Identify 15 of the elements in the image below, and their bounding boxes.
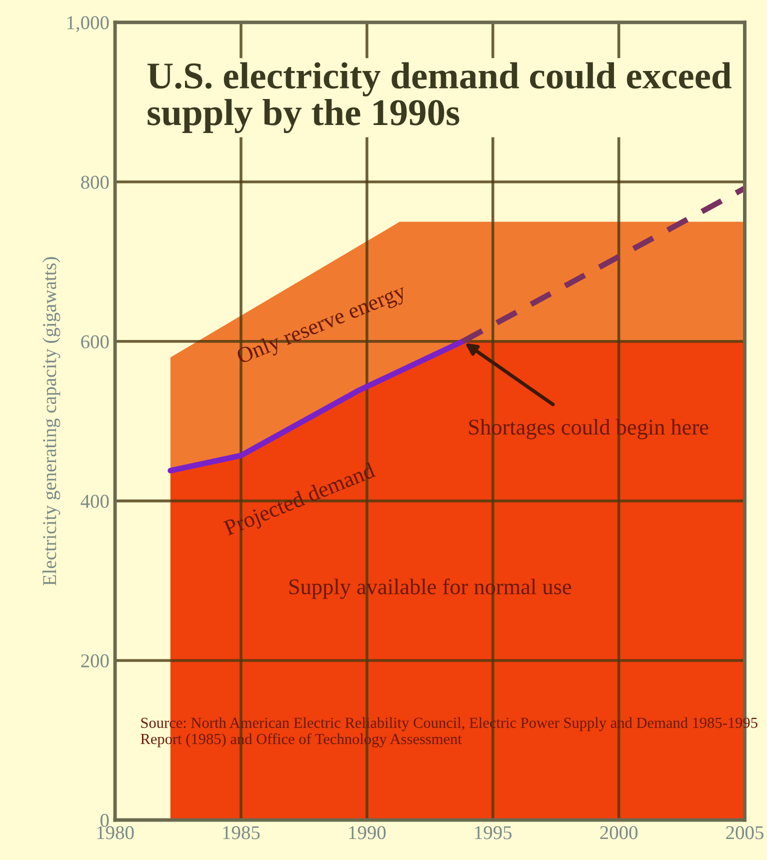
y-tick-label: 1,000 (67, 16, 109, 32)
y-axis-title: Electricity generating capacity (gigawatts) (42, 257, 60, 586)
x-tick-label: 1980 (97, 826, 134, 840)
x-tick-label: 1990 (349, 826, 386, 840)
y-tick-label: 400 (80, 494, 109, 508)
text: U.S. electricity demand could exceed supply by the 1990s (147, 62, 732, 134)
y-tick-label: 600 (81, 335, 109, 348)
x-tick-label: 2000 (600, 826, 638, 840)
y-tick-label: 200 (81, 654, 109, 668)
x-tick-label: 1995 (475, 826, 512, 840)
x-tick-label: 2005 (726, 826, 764, 840)
y-tick-label: 0 (100, 814, 109, 827)
y-tick-label: 800 (81, 176, 109, 189)
annotation: Only reserve energy (236, 282, 409, 368)
x-tick-label: 1985 (223, 826, 260, 840)
